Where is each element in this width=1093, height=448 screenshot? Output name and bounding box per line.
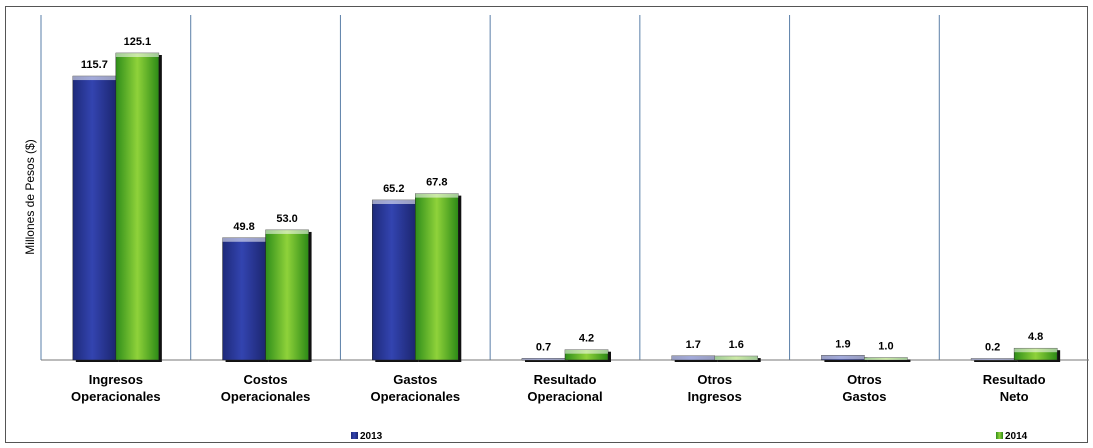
bar-shadow [867,359,911,362]
bar-highlight [372,199,416,204]
bar-2013 [970,358,1018,362]
data-labels: 115.7 125.1 49.8 53.0 65.2 67.8 0.7 4.2 1.7 1.6 1.… [81,36,1043,354]
category-label: Ingresos [89,372,143,387]
bar-highlight [971,358,1015,360]
bar-2014 [714,355,761,362]
bar-fill [222,237,266,361]
bar-2014 [864,357,911,362]
bar-highlight [714,356,758,360]
bar-2013 [372,199,419,362]
data-label: 53.0 [276,213,297,225]
category-label: Ingresos [688,389,742,404]
bar-highlight [671,355,715,360]
category-label: Neto [1000,389,1029,404]
bar-shadow [974,360,1018,362]
data-label: 115.7 [81,59,108,71]
bar-highlight [72,76,116,81]
bar-fill [372,199,416,361]
bars [72,52,1061,363]
category-label: Otros [697,372,732,387]
legend-item-2014: 2014 [996,431,1028,442]
category-label: Costos [244,372,288,387]
bar-2014 [415,193,462,362]
data-label: 1.6 [729,339,744,351]
bar-2013 [821,355,868,362]
category-label: Operacionales [370,389,460,404]
legend: 2013 2014 [351,431,1028,442]
bar-shadow [525,360,568,362]
bar-2014 [265,229,312,362]
legend-label: 2013 [360,431,383,442]
bar-2014 [564,349,611,362]
bar-2013 [222,237,269,362]
bar-highlight [864,357,908,360]
data-label: 4.2 [579,333,594,345]
data-label: 1.0 [878,341,893,353]
data-label: 0.2 [985,342,1000,354]
category-labels: Ingresos Operacionales Costos Operacionales… [71,372,1046,404]
legend-item-2013: 2013 [351,431,383,442]
bar-2013 [521,358,568,362]
bar-chart: 115.7 125.1 49.8 53.0 65.2 67.8 0.7 4.2 1.7 1.6 1.… [23,15,1089,442]
data-label: 4.8 [1028,331,1043,343]
bar-highlight [265,229,309,234]
category-label: Gastos [393,372,437,387]
bar-fill [265,229,309,361]
category-label: Operacionales [71,389,161,404]
data-label: 125.1 [124,36,152,48]
data-label: 49.8 [233,221,254,233]
legend-swatch [996,432,1003,439]
bar-2013 [72,75,119,363]
category-label: Operacional [527,389,602,404]
bar-highlight [1014,348,1058,353]
category-label: Otros [847,372,882,387]
data-label: 1.7 [686,339,701,351]
bar-highlight [565,349,608,354]
legend-swatch [351,432,358,439]
bar-highlight [522,358,565,360]
bar-2013 [671,355,718,362]
chart-frame: 115.7 125.1 49.8 53.0 65.2 67.8 0.7 4.2 1.7 1.6 1.… [5,6,1089,443]
bar-2014 [115,52,162,362]
bar-highlight [222,237,266,242]
category-label: Resultado [534,372,597,387]
data-label: 0.7 [536,341,551,353]
bar-highlight [115,53,159,57]
bar-2014 [1013,347,1061,362]
y-axis-label: Millones de Pesos ($) [23,139,37,254]
legend-label: 2014 [1005,431,1028,442]
category-label: Gastos [842,389,886,404]
category-label: Resultado [983,372,1046,387]
bar-highlight [821,355,865,360]
bar-fill [72,75,117,361]
data-label: 1.9 [835,338,850,350]
data-label: 65.2 [383,183,404,195]
data-label: 67.8 [426,177,447,189]
category-label: Operacionales [221,389,311,404]
bar-fill [415,193,459,361]
bar-highlight [415,193,459,198]
category-separators [40,15,940,360]
bar-fill [115,52,160,361]
